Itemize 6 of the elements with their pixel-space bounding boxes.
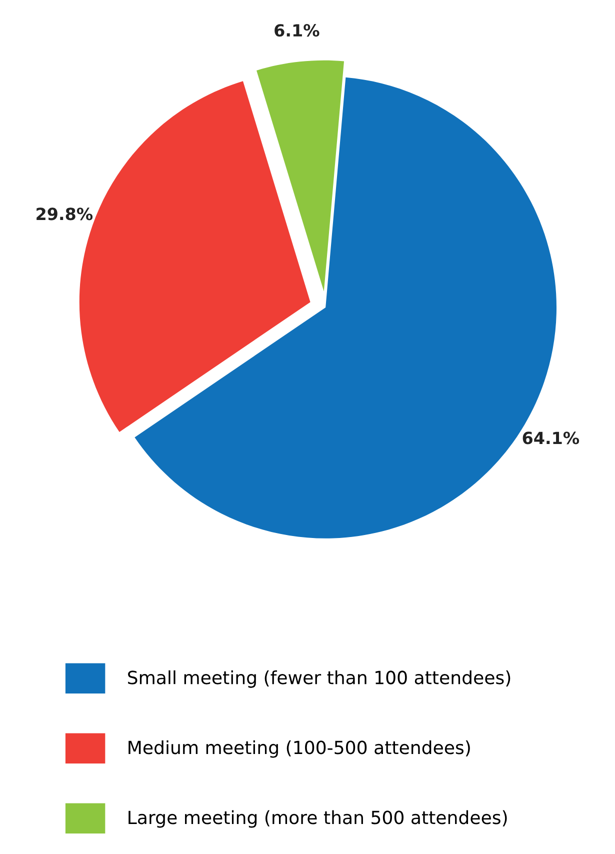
- data-label: 29.8%: [36, 208, 93, 220]
- legend-label: Large meeting (more than 500 attendees): [128, 810, 507, 828]
- data-label: 6.1%: [274, 24, 320, 37]
- legend-label: Small meeting (fewer than 100 attendees): [128, 670, 510, 688]
- data-label: 64.1%: [522, 432, 580, 444]
- legend-label: Medium meeting (100-500 attendees): [128, 740, 470, 758]
